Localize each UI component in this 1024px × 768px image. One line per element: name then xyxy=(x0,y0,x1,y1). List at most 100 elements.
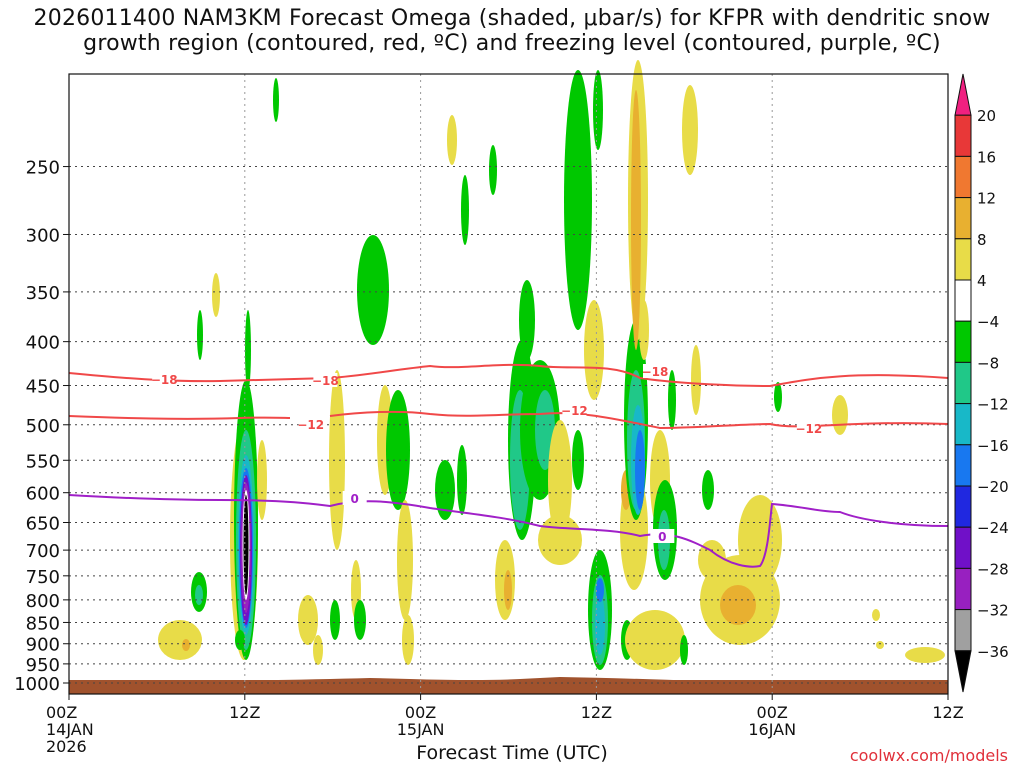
x-tick-label: 00Z xyxy=(46,703,77,722)
omega-cell xyxy=(212,273,220,317)
y-tick-label: 300 xyxy=(26,225,60,246)
omega-cell xyxy=(691,345,701,415)
omega-cell xyxy=(435,460,455,520)
y-tick-label: 750 xyxy=(26,567,60,588)
colorbar-label: 20 xyxy=(977,107,996,125)
colorbar: 20 16 12 8 4 −4 −8 −12 −16 −20 −24 −28 −32 −36 xyxy=(954,73,1009,693)
contour-label-bg xyxy=(313,373,338,387)
omega-cell xyxy=(720,585,756,625)
y-axis: 2503003504004505005506006507007508008509… xyxy=(14,158,69,695)
omega-cell xyxy=(386,390,410,510)
omega-cell xyxy=(357,235,389,345)
omega-cell xyxy=(593,70,603,150)
omega-cell xyxy=(639,300,649,360)
contour-line-2 xyxy=(68,494,949,568)
colorbar-label: −4 xyxy=(977,313,999,331)
omega-cell xyxy=(197,310,203,360)
omega-cell xyxy=(245,310,251,390)
omega-cell xyxy=(584,300,604,400)
omega-cell xyxy=(635,430,645,510)
contour-label: −12 xyxy=(795,422,822,436)
contour-label: −18 xyxy=(642,365,669,379)
omega-cell xyxy=(504,570,512,610)
x-tick-label: 2026 xyxy=(46,737,87,756)
omega-cell xyxy=(330,600,340,640)
contour-label: −18 xyxy=(312,374,339,388)
omega-cell xyxy=(774,382,782,412)
x-tick-label: 12Z xyxy=(932,703,963,722)
contour-label-bg xyxy=(796,421,821,435)
contour-label-bg xyxy=(152,372,177,386)
omega-cell xyxy=(298,595,318,645)
y-tick-label: 350 xyxy=(26,283,60,304)
omega-cell xyxy=(257,440,267,520)
contour-label-bg xyxy=(342,491,367,505)
omega-cell xyxy=(872,609,880,621)
colorbar-label: −32 xyxy=(977,602,1009,620)
omega-cell xyxy=(402,615,414,665)
omega-cell xyxy=(182,639,190,651)
y-tick-label: 600 xyxy=(26,484,60,505)
temperature-contours xyxy=(68,363,949,568)
omega-cell xyxy=(567,110,577,190)
omega-cell xyxy=(489,145,497,195)
colorbar-label: −36 xyxy=(977,643,1009,661)
omega-cell xyxy=(354,600,366,640)
contour-line-1 xyxy=(68,410,949,430)
omega-cell xyxy=(702,470,714,510)
colorbar-box xyxy=(954,114,972,157)
omega-cell xyxy=(195,585,203,605)
x-tick-label: 15JAN xyxy=(397,720,445,739)
colorbar-label: −28 xyxy=(977,560,1009,578)
omega-cell xyxy=(682,85,698,175)
omega-cell xyxy=(457,445,467,515)
omega-cell xyxy=(596,578,604,602)
x-tick-label: 16JAN xyxy=(748,720,796,739)
colorbar-label: 4 xyxy=(977,272,987,290)
omega-cell xyxy=(447,115,457,165)
credit-text: coolwx.com/models xyxy=(849,746,1008,765)
y-tick-label: 1000 xyxy=(14,674,60,695)
omega-cell xyxy=(329,370,345,550)
colorbar-label: 8 xyxy=(977,231,987,249)
y-tick-label: 400 xyxy=(26,333,60,354)
x-tick-label: 12Z xyxy=(229,703,260,722)
omega-cell xyxy=(680,635,688,665)
omega-cell xyxy=(832,395,848,435)
y-tick-label: 250 xyxy=(26,158,60,179)
y-tick-label: 800 xyxy=(26,591,60,612)
contour-label: −12 xyxy=(297,418,324,432)
omega-cell xyxy=(461,175,469,245)
x-tick-label: 00Z xyxy=(405,703,436,722)
omega-cell xyxy=(564,70,592,330)
omega-cell xyxy=(876,641,884,649)
colorbar-bottom-arrow xyxy=(954,650,972,693)
omega-cell xyxy=(631,90,641,350)
x-axis-title: Forecast Time (UTC) xyxy=(416,742,608,764)
y-tick-label: 700 xyxy=(26,541,60,562)
omega-cell xyxy=(738,495,782,585)
omega-cell xyxy=(668,370,676,430)
omega-cell xyxy=(905,647,945,663)
contour-label: 0 xyxy=(658,530,666,544)
colorbar-box xyxy=(954,444,972,487)
colorbar-box xyxy=(954,567,972,611)
chart-title: 2026011400 NAM3KM Forecast Omega (shaded… xyxy=(0,6,1024,56)
y-tick-label: 900 xyxy=(26,635,60,656)
grid-lines xyxy=(68,74,949,694)
colorbar-box xyxy=(954,279,972,322)
colorbar-top-arrow xyxy=(954,73,972,116)
colorbar-label: 12 xyxy=(977,190,996,208)
omega-cell xyxy=(519,280,535,360)
colorbar-box xyxy=(954,155,972,199)
omega-cell xyxy=(572,430,584,490)
colorbar-label: −12 xyxy=(977,396,1009,414)
omega-cell xyxy=(595,595,605,655)
colorbar-label: −8 xyxy=(977,354,999,372)
title-line-2: growth region (contoured, red, ºC) and f… xyxy=(83,31,941,56)
omega-cell xyxy=(235,630,245,650)
contour-label-bg xyxy=(298,417,323,431)
colorbar-box xyxy=(954,197,972,240)
